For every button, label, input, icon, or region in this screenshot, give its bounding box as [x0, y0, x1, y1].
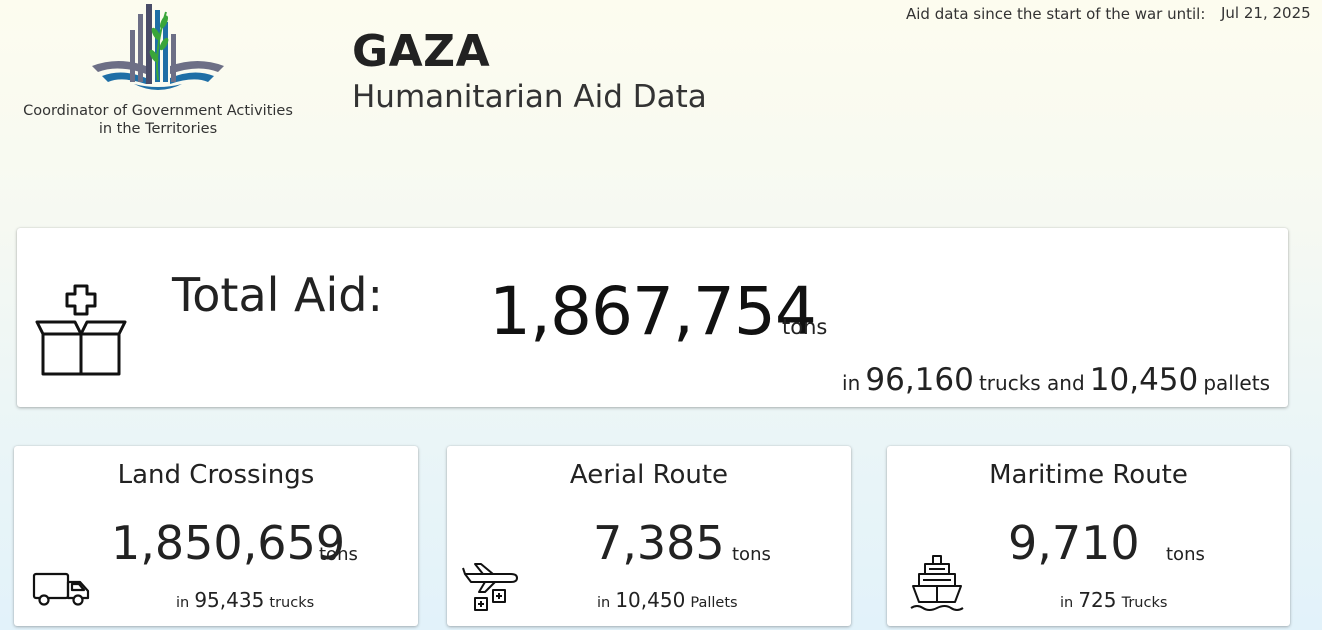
aerial-route-footer: in 10,450 Pallets — [597, 588, 738, 612]
maritime-route-unit: tons — [1166, 544, 1205, 565]
maritime-count: 725 — [1078, 588, 1117, 612]
ship-icon — [910, 555, 964, 611]
aerial-route-unit: tons — [732, 544, 771, 565]
total-aid-breakdown: in 96,160 trucks and 10,450 pallets — [842, 362, 1270, 398]
maritime-count-label: Trucks — [1121, 595, 1168, 611]
page-title: GAZA — [352, 26, 491, 77]
total-trucks-label: trucks and — [978, 371, 1085, 395]
maritime-route-title: Maritime Route — [989, 460, 1188, 490]
maritime-route-value: 9,710 — [1008, 516, 1140, 570]
total-aid-unit: tons — [782, 315, 828, 339]
total-pallets-label: pallets — [1203, 371, 1270, 395]
cogat-logo — [92, 4, 224, 90]
aerial-count: 10,450 — [615, 588, 686, 612]
date-value: Jul 21, 2025 — [1221, 4, 1311, 22]
land-count: 95,435 — [194, 588, 265, 612]
aerial-count-label: Pallets — [690, 595, 738, 611]
land-crossings-value: 1,850,659 — [111, 516, 346, 570]
date-label: Aid data since the start of the war unti… — [906, 5, 1206, 23]
aerial-route-value: 7,385 — [593, 516, 725, 570]
airdrop-icon — [462, 563, 518, 611]
aerial-route-title: Aerial Route — [569, 460, 729, 490]
total-prefix: in — [842, 371, 861, 395]
truck-icon — [32, 572, 90, 606]
aerial-prefix: in — [597, 595, 611, 611]
land-crossings-card: Land Crossings 1,850,659 tons in 95,435 … — [14, 446, 418, 626]
total-aid-card: Total Aid: 1,867,754 tons in 96,160 truc… — [17, 228, 1288, 407]
total-trucks-value: 96,160 — [865, 362, 974, 398]
land-crossings-footer: in 95,435 trucks — [176, 588, 314, 612]
total-aid-value: 1,867,754 — [489, 273, 817, 350]
maritime-route-card: Maritime Route 9,710 tons in 725 Trucks — [887, 446, 1290, 626]
land-prefix: in — [176, 595, 190, 611]
land-crossings-title: Land Crossings — [117, 460, 315, 490]
land-crossings-unit: tons — [319, 544, 358, 565]
org-name-line-1: Coordinator of Government Activities — [23, 103, 293, 119]
aerial-route-card: Aerial Route 7,385 tons in 10,450 Pallet… — [447, 446, 851, 626]
org-name: Coordinator of Government Activities in … — [8, 102, 308, 138]
maritime-prefix: in — [1060, 595, 1074, 611]
total-pallets-value: 10,450 — [1089, 362, 1199, 398]
maritime-route-footer: in 725 Trucks — [1060, 588, 1167, 612]
org-name-line-2: in the Territories — [98, 121, 218, 137]
total-aid-label: Total Aid: — [172, 268, 383, 322]
page-subtitle: Humanitarian Aid Data — [352, 79, 707, 115]
aid-box-icon — [35, 284, 127, 376]
land-count-label: trucks — [269, 595, 315, 611]
